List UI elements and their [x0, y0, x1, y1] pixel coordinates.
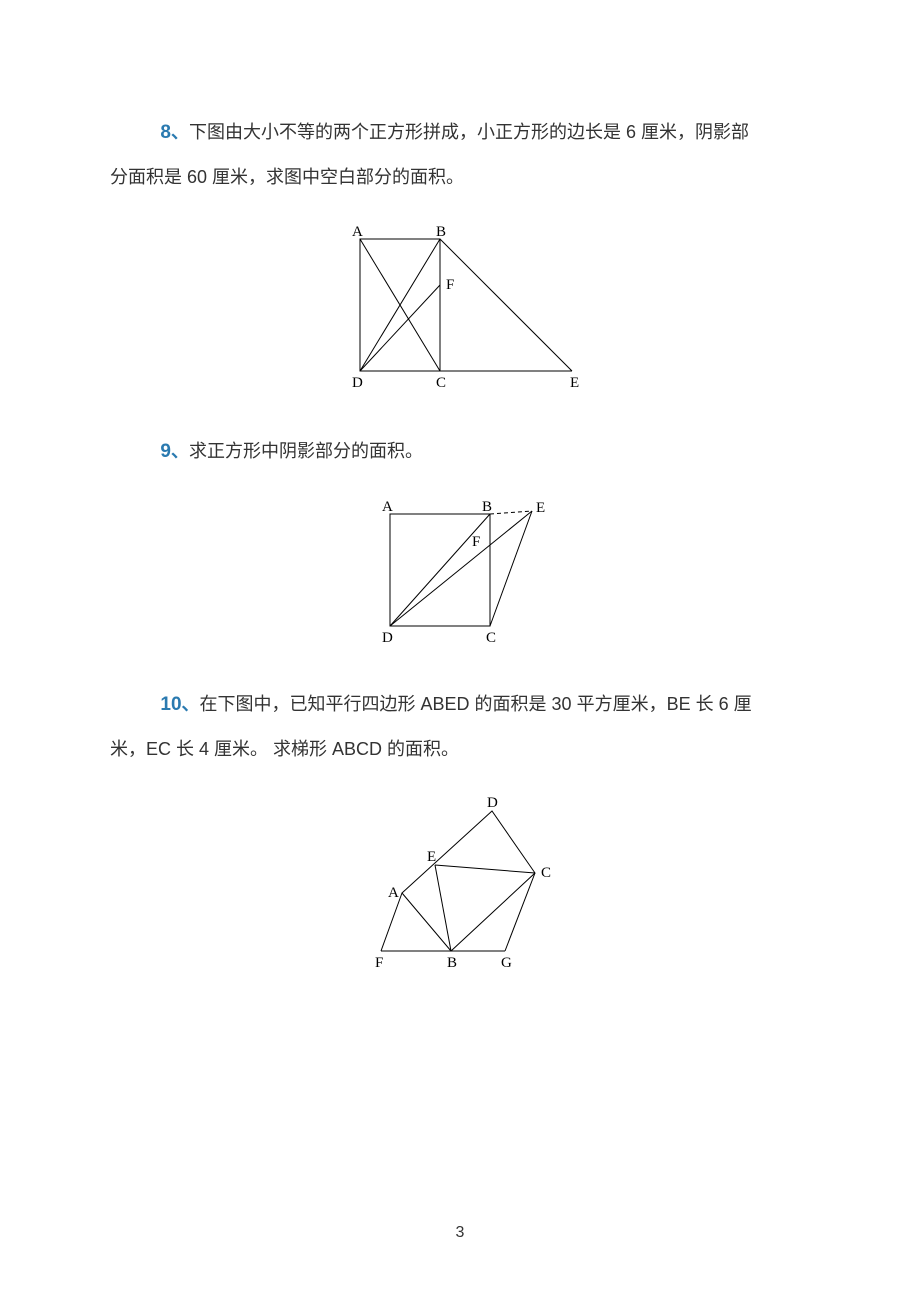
fig8-label-C: C — [436, 375, 446, 391]
problem-10-number: 10 — [160, 694, 181, 715]
problem-9-number: 9 — [160, 441, 171, 462]
problem-9-line1: 求正方形中阴影部分的面积。 — [189, 441, 423, 461]
fig8-label-B: B — [436, 224, 446, 240]
fig10-label-C: C — [541, 865, 551, 881]
fig8-label-D: D — [352, 375, 363, 391]
fig9-label-E: E — [536, 500, 545, 516]
problem-10-sep: 、 — [182, 694, 200, 714]
problem-9-text: 9、求正方形中阴影部分的面积。 — [110, 429, 810, 475]
fig10-label-E: E — [427, 849, 436, 865]
problem-8-line2: 分面积是 60 厘米，求图中空白部分的面积。 — [110, 156, 810, 199]
problem-9: 9、求正方形中阴影部分的面积。 A B E F D C — [110, 429, 810, 647]
fig8-label-A: A — [352, 224, 363, 240]
fig9-label-A: A — [382, 499, 393, 515]
fig9-label-D: D — [382, 630, 393, 646]
figure-9: A B E F D C — [110, 496, 810, 646]
page-content: 8、下图由大小不等的两个正方形拼成，小正方形的边长是 6 厘米，阴影部 分面积是… — [0, 0, 920, 971]
problem-10-line2: 米，EC 长 4 厘米。 求梯形 ABCD 的面积。 — [110, 728, 810, 771]
figure-9-svg: A B E F D C — [360, 496, 560, 646]
fig10-label-F: F — [375, 955, 383, 971]
fig8-label-E: E — [570, 375, 579, 391]
fig10-label-A: A — [388, 885, 399, 901]
problem-10: 10、在下图中，已知平行四边形 ABED 的面积是 30 平方厘米，BE 长 6… — [110, 682, 810, 971]
fig10-label-D: D — [487, 795, 498, 811]
problem-10-line1: 在下图中，已知平行四边形 ABED 的面积是 30 平方厘米，BE 长 6 厘 — [200, 694, 752, 714]
problem-8-text: 8、下图由大小不等的两个正方形拼成，小正方形的边长是 6 厘米，阴影部 分面积是… — [110, 110, 810, 199]
fig10-label-G: G — [501, 955, 512, 971]
fig9-label-C: C — [486, 630, 496, 646]
fig9-label-F: F — [472, 534, 480, 550]
figure-10-svg: D E C A F B G — [355, 793, 565, 971]
problem-8-sep: 、 — [171, 122, 189, 142]
fig10-label-B: B — [447, 955, 457, 971]
figure-10: D E C A F B G — [110, 793, 810, 971]
fig8-label-F: F — [446, 277, 454, 293]
fig9-label-B: B — [482, 499, 492, 515]
problem-8-line1: 下图由大小不等的两个正方形拼成，小正方形的边长是 6 厘米，阴影部 — [189, 122, 749, 142]
figure-8: A B F D C E — [110, 221, 810, 393]
figure-8-svg: A B F D C E — [330, 221, 590, 393]
problem-8-number: 8 — [160, 122, 171, 143]
problem-9-sep: 、 — [171, 441, 189, 461]
problem-10-text: 10、在下图中，已知平行四边形 ABED 的面积是 30 平方厘米，BE 长 6… — [110, 682, 810, 771]
problem-8: 8、下图由大小不等的两个正方形拼成，小正方形的边长是 6 厘米，阴影部 分面积是… — [110, 110, 810, 393]
page-number: 3 — [0, 1224, 920, 1242]
